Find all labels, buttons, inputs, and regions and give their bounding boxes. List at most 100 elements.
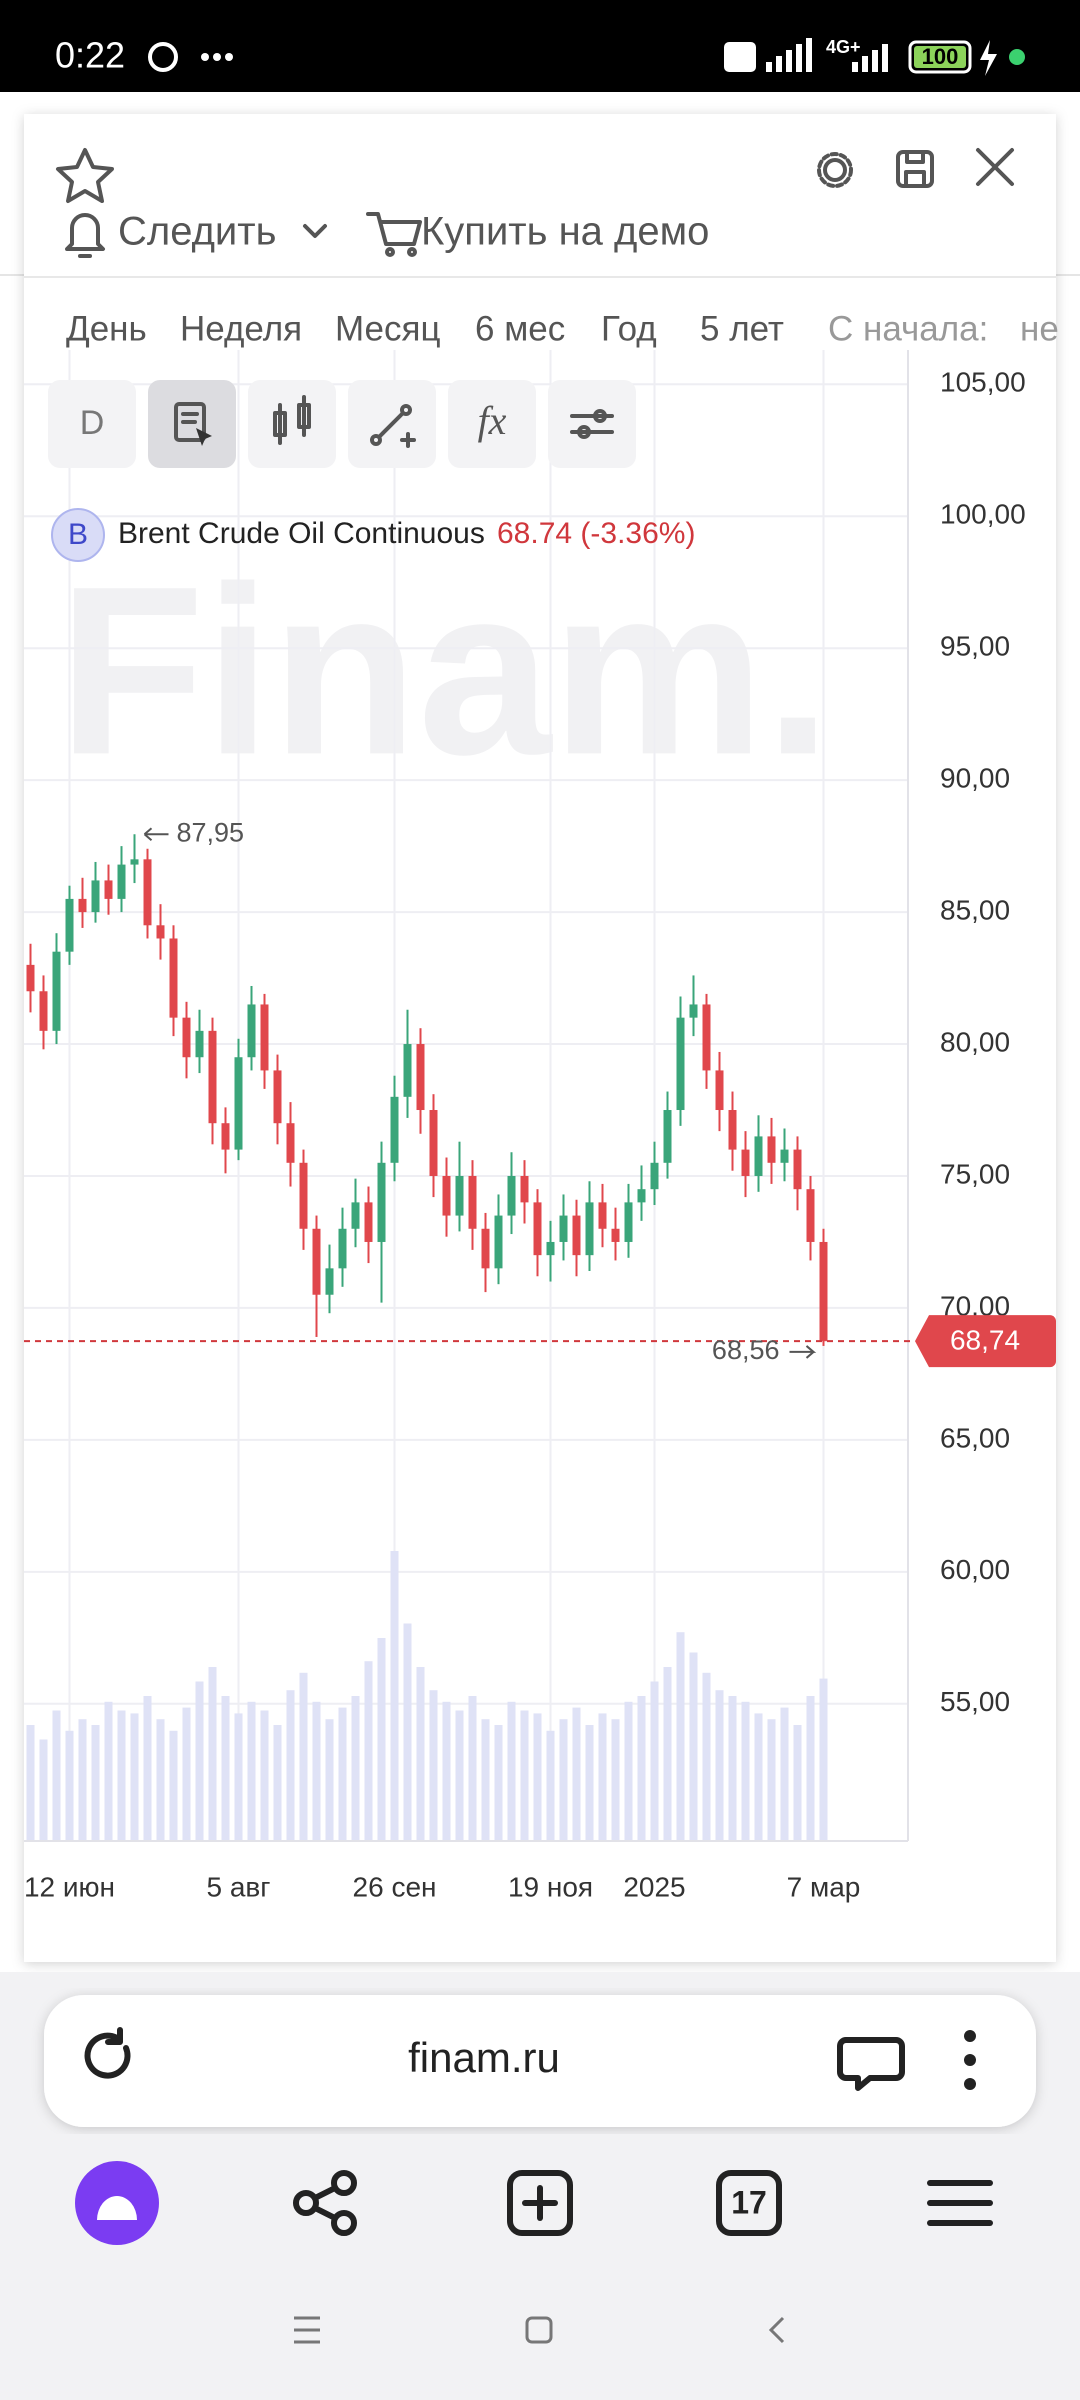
volume-bar [78, 1719, 87, 1841]
volume-bar [195, 1681, 204, 1841]
volume-bar [143, 1696, 152, 1841]
y-tick-label: 60,00 [940, 1554, 1010, 1585]
new-tab-button[interactable] [507, 2170, 573, 2236]
quote-button[interactable] [837, 2037, 905, 2091]
tool-button[interactable] [448, 380, 536, 468]
period-tab[interactable]: не [1020, 309, 1059, 348]
candle-body [507, 1175, 516, 1216]
volume-bar [611, 1719, 620, 1841]
volume-bar [702, 1672, 711, 1841]
period-tab[interactable]: День [66, 309, 147, 348]
last-price-label: 68,74 [950, 1325, 1020, 1356]
candle-body [689, 1004, 698, 1018]
tab-count[interactable]: 17 [731, 2184, 767, 2220]
close-button[interactable] [976, 148, 1014, 186]
volume-bar [559, 1719, 568, 1841]
candle-body [325, 1268, 334, 1295]
clock: 0:22 [55, 35, 125, 76]
volume-bar [104, 1701, 113, 1841]
x-tick-label: 19 ноя [508, 1871, 593, 1902]
candle-body [598, 1202, 607, 1229]
share-button[interactable] [293, 2170, 357, 2236]
volume-bar [91, 1725, 100, 1841]
candle-body [364, 1202, 373, 1242]
alice-logo [97, 2196, 137, 2220]
plot-area: Finam. [24, 350, 908, 1841]
volume-bar [793, 1725, 802, 1841]
candle-body [728, 1110, 737, 1150]
candle-body [273, 1070, 282, 1124]
volume-bar [52, 1710, 61, 1841]
candle-body [351, 1202, 360, 1229]
star-button[interactable] [56, 148, 114, 203]
x-tick-label: 26 сен [353, 1871, 437, 1902]
max-marker-arrow [143, 827, 169, 842]
reload-button[interactable] [84, 2032, 131, 2079]
settings-sliders-icon [570, 409, 614, 439]
candle-body [156, 925, 165, 939]
address-bar[interactable] [44, 1995, 1036, 2127]
interval-button[interactable]: D [80, 404, 105, 442]
candle-body [312, 1228, 321, 1295]
candle-body [416, 1044, 425, 1111]
tabs-button[interactable] [716, 2170, 782, 2236]
candle-body [624, 1202, 633, 1242]
tool-button[interactable] [248, 380, 336, 468]
network-type: 4G+ [826, 37, 861, 57]
menu-dots[interactable] [964, 2030, 976, 2090]
volte-icon [724, 42, 756, 72]
volume-bar [312, 1701, 321, 1841]
candle-body [533, 1202, 542, 1256]
volume-bar [520, 1710, 529, 1841]
candle-body [559, 1215, 568, 1242]
candle-body [338, 1228, 347, 1269]
volume-bar [26, 1725, 35, 1841]
follow-button[interactable]: Следить [118, 210, 276, 254]
volume-bar [247, 1701, 256, 1841]
system-home[interactable] [525, 2316, 553, 2344]
buy-demo-button[interactable]: Купить на демо [421, 210, 709, 254]
url[interactable]: finam.ru [408, 2034, 560, 2081]
browser-menu[interactable] [927, 2180, 993, 2226]
tool-button[interactable] [548, 380, 636, 468]
volume-bar [494, 1725, 503, 1841]
volume-bar [364, 1661, 373, 1841]
signal-2 [852, 44, 888, 72]
period-tab[interactable]: 5 лет [700, 309, 784, 348]
period-tab[interactable]: Месяц [335, 309, 441, 348]
candle-body [793, 1149, 802, 1190]
watermark: Finam. [58, 536, 831, 804]
period-tab[interactable]: Неделя [180, 309, 302, 348]
volume-bar [741, 1701, 750, 1841]
period-tab[interactable]: Год [601, 309, 657, 348]
candle-body [65, 898, 74, 952]
x-tick-label: 2025 [623, 1871, 685, 1902]
volume-bar [650, 1681, 659, 1841]
follow-chevron[interactable] [303, 224, 327, 238]
volume-bar [780, 1707, 789, 1841]
period-tab[interactable]: 6 мес [475, 309, 565, 348]
legend-value: 68.74 (-3.36%) [497, 517, 695, 550]
candle-body [247, 1004, 256, 1058]
period-tab[interactable]: С начала: [828, 309, 988, 348]
candle-body [143, 859, 152, 926]
candle-body [234, 1057, 243, 1150]
volume-bar [390, 1551, 399, 1841]
cursor-tool-icon [174, 402, 212, 446]
y-tick-label: 75,00 [940, 1158, 1010, 1189]
dot-indicator [1009, 49, 1025, 65]
volume-bar [429, 1690, 438, 1841]
volume-bar [260, 1710, 269, 1841]
indicators-button[interactable]: fx [478, 398, 507, 443]
volume-bar [39, 1739, 48, 1841]
y-tick-label: 80,00 [940, 1026, 1010, 1057]
settings-button[interactable] [817, 152, 853, 188]
volume-bar [715, 1690, 724, 1841]
save-button[interactable] [896, 150, 934, 188]
volume-bar [338, 1707, 347, 1841]
system-menu[interactable] [294, 2316, 320, 2344]
volume-bar [182, 1707, 191, 1841]
system-back[interactable] [768, 2316, 785, 2344]
tool-button[interactable] [48, 380, 136, 468]
volume-bar [507, 1701, 516, 1841]
